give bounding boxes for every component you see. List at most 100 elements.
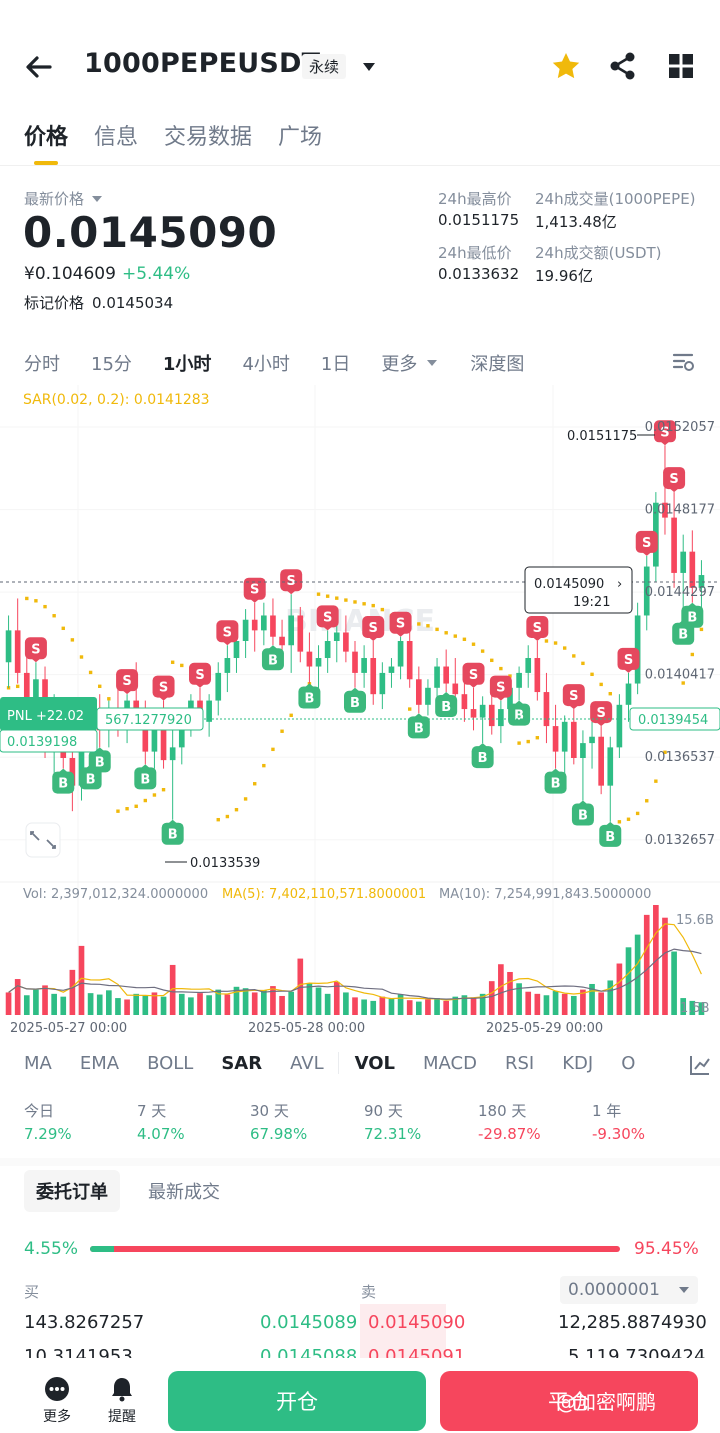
tab-recent-trades[interactable]: 最新成交 [136,1170,232,1212]
interval-1d[interactable]: 1日 [321,350,350,376]
bottom-action-bar: 更多 提醒 开仓 平仓 @加密啊鹏 [0,1358,720,1433]
sar-dot [271,748,274,751]
interval-depth[interactable]: 深度图 [470,350,524,376]
candle [234,641,240,658]
volume-bar [662,918,668,1015]
share-icon[interactable] [608,51,638,85]
volume-bar [188,997,194,1015]
indicator-divider [338,1052,339,1074]
vol-quote-label: 24h成交额(USDT) [535,242,662,263]
sar-label: SAR(0.02, 0.2): 0.0141283 [23,392,210,408]
candle [516,673,522,688]
sar-dot [289,714,292,717]
interval-more[interactable]: 更多 [381,350,439,376]
sell-marker: S [317,605,339,630]
ask-price[interactable]: 0.0145090 [368,1312,465,1333]
sar-dot [481,649,484,652]
candle [370,658,376,694]
interval-15m[interactable]: 15分 [91,350,132,376]
low-24h-value: 0.0133632 [438,265,519,283]
volume-bar [142,995,148,1015]
sar-dot [125,807,128,810]
indicator-macd[interactable]: MACD [423,1053,477,1074]
interval-1h[interactable]: 1小时 [163,350,212,376]
open-position-button[interactable]: 开仓 [168,1371,426,1431]
sell-marker: S [244,578,266,603]
tab-order-book[interactable]: 委托订单 [24,1170,120,1212]
position-size: 567.1277920 [105,713,192,728]
indicator-boll[interactable]: BOLL [147,1053,193,1074]
indicator-rsi[interactable]: RSI [505,1053,534,1074]
sar-dot [426,624,429,627]
pnl-tag[interactable]: PNL +22.02 [0,697,97,731]
tab-price[interactable]: 价格 [24,119,68,165]
star-icon[interactable] [551,51,581,85]
volume-bar [553,991,559,1015]
candle [297,615,303,651]
candle [489,705,495,726]
volume-bar [425,999,431,1015]
precision-select[interactable]: 0.0000001 [560,1276,698,1304]
sell-marker: S [490,676,512,701]
chevron-right-icon: › [617,577,622,592]
volume-bar [243,988,249,1015]
sar-dot [618,820,621,823]
indicator-settings-icon[interactable] [685,1054,711,1080]
indicator-avl[interactable]: AVL [290,1053,324,1074]
position-size-tag[interactable]: 567.1277920 [97,708,203,730]
candle [15,630,21,673]
tab-info[interactable]: 信息 [94,119,138,165]
indicator-more[interactable]: O [621,1053,635,1074]
candle [6,630,12,662]
candle [544,692,550,726]
back-arrow-icon[interactable] [22,50,56,84]
volume-bar [70,970,76,1015]
more-button[interactable]: 更多 [38,1376,76,1426]
interval-4h[interactable]: 4小时 [242,350,289,376]
volume-bar [626,947,632,1015]
chevron-down-icon[interactable] [361,58,377,77]
sell-marker: S [116,669,138,694]
sar-dot [417,622,420,625]
indicator-vol[interactable]: VOL [355,1053,395,1074]
sar-dot [381,608,384,611]
grid-menu-icon[interactable] [668,53,694,83]
chart-settings-icon[interactable] [672,350,696,378]
volume-bar [598,992,604,1015]
indicator-ma[interactable]: MA [24,1053,52,1074]
current-price-tag[interactable]: 0.0145090 19:21 › [525,567,632,613]
bid-price[interactable]: 0.0145089 [260,1312,357,1333]
marker-label: S [669,472,678,487]
indicator-ema[interactable]: EMA [80,1053,119,1074]
marker-label: B [58,777,68,792]
vol-label: Vol: 2,397,012,324.0000000 [23,887,208,902]
candle [161,726,167,760]
candle [535,658,541,692]
perf-30d-label: 30 天 [250,1100,307,1121]
sar-dot [554,641,557,644]
volume-bar [197,993,203,1015]
pair-title[interactable]: 1000PEPEUSDT [84,48,320,79]
indicator-kdj[interactable]: KDJ [562,1053,593,1074]
interval-time-share[interactable]: 分时 [24,350,60,376]
volume-bar [617,964,623,1015]
sell-marker: S [189,663,211,688]
buy-marker: B [134,764,156,789]
top-nav-bar: 1000PEPEUSDT 永续 [0,36,720,96]
tab-square[interactable]: 广场 [278,119,322,165]
perf-90d-value: 72.31% [364,1125,421,1143]
candle [252,620,258,631]
expand-icon[interactable] [26,823,60,857]
x-axis-label: 2025-05-27 00:00 [10,1021,127,1036]
last-price-label[interactable]: 最新价格 [24,188,104,209]
volume-bar [261,990,267,1015]
high-24h-value: 0.0151175 [438,211,519,229]
buy-marker: B [52,769,74,794]
alert-button[interactable]: 提醒 [103,1376,141,1426]
caret-down-icon [678,1286,690,1295]
buy-ratio: 4.55% [24,1239,78,1259]
indicator-sar[interactable]: SAR [221,1053,262,1074]
tab-trading-data[interactable]: 交易数据 [164,119,252,165]
volume-bar [434,998,440,1015]
